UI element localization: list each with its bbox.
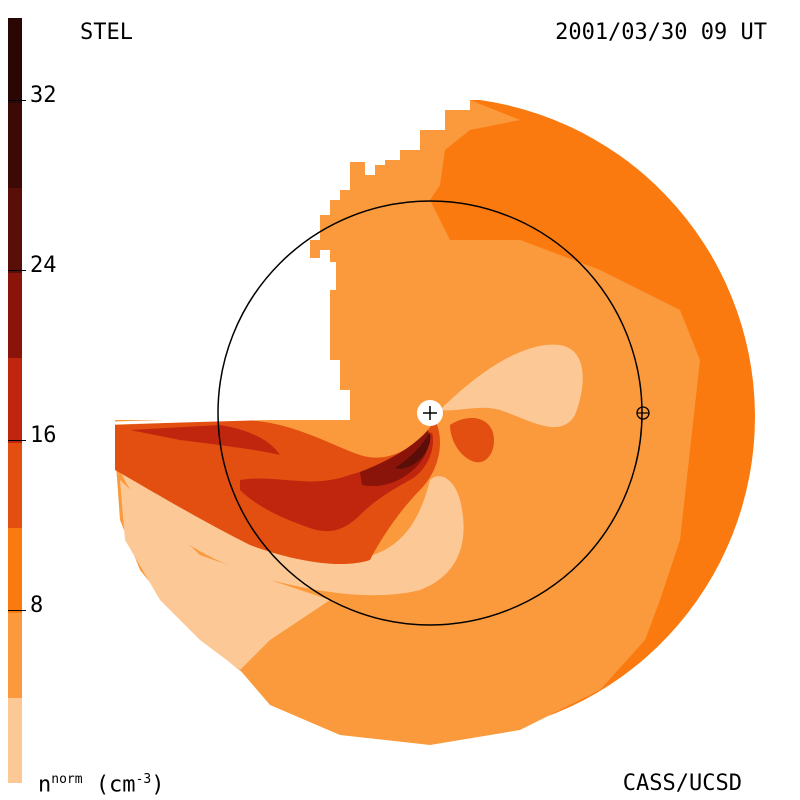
colorbar-tick (8, 440, 26, 441)
timestamp-label: 2001/03/30 09 UT (555, 20, 767, 45)
darkest-density-core (395, 432, 431, 469)
colorbar-segment-8 (8, 273, 22, 358)
colorbar-tick (8, 100, 26, 101)
colorbar-segment-6 (8, 613, 22, 698)
unit-rest: (cm (95, 772, 136, 798)
cut-line (114, 414, 351, 425)
dark-density-core (240, 432, 434, 532)
colorbar-segment-5 (8, 698, 22, 783)
light-density-band-tail (120, 480, 330, 670)
unit-base: n (38, 772, 52, 798)
unit-sup: norm (51, 772, 83, 787)
unit-close: ) (151, 772, 165, 798)
colorbar-tick-label: 24 (30, 253, 57, 278)
mid-density-blob (450, 418, 495, 463)
source-label: STEL (80, 20, 133, 45)
light-density-lobe-upper (440, 344, 583, 428)
credit-label: CASS/UCSD (622, 771, 742, 796)
colorbar-tick (8, 270, 26, 271)
unit-exponent: -3 (135, 772, 152, 787)
darker-density-core (360, 430, 430, 486)
colorbar-tick-label: 32 (30, 83, 57, 108)
colorbar-tick (8, 610, 26, 611)
colorbar-tick-label: 8 (30, 593, 44, 618)
light-density-band-lower (120, 470, 464, 596)
colorbar-tick-label: 16 (30, 423, 57, 448)
dark-density-core-edge (130, 425, 280, 455)
colorbar-segment-9 (8, 103, 22, 188)
colorbar-segment-7 (8, 443, 22, 528)
unit-label: nnorm (cm-3) (38, 773, 164, 796)
